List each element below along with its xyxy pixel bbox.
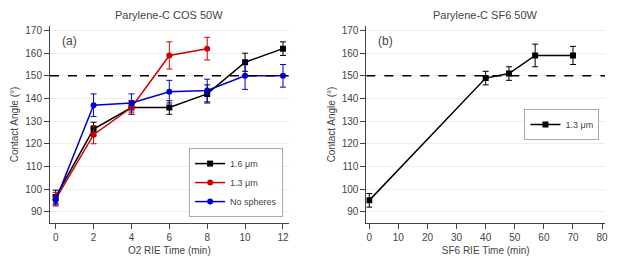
svg-text:30: 30 <box>451 232 463 243</box>
svg-text:100: 100 <box>25 184 42 195</box>
svg-text:4: 4 <box>129 232 135 243</box>
svg-text:100: 100 <box>342 184 359 195</box>
svg-text:Parylene-C COS 50W: Parylene-C COS 50W <box>115 9 223 21</box>
svg-text:80: 80 <box>597 232 609 243</box>
svg-text:1.3 μm: 1.3 μm <box>565 120 593 130</box>
svg-text:140: 140 <box>342 93 359 104</box>
svg-text:8: 8 <box>204 232 210 243</box>
svg-text:150: 150 <box>25 70 42 81</box>
svg-text:50: 50 <box>509 232 521 243</box>
svg-text:150: 150 <box>342 70 359 81</box>
svg-text:20: 20 <box>422 232 434 243</box>
svg-text:70: 70 <box>567 232 579 243</box>
svg-text:1.6 μm: 1.6 μm <box>230 159 258 169</box>
svg-text:(b): (b) <box>378 34 393 48</box>
svg-text:160: 160 <box>25 48 42 59</box>
svg-text:6: 6 <box>167 232 173 243</box>
svg-text:12: 12 <box>277 232 289 243</box>
svg-text:120: 120 <box>342 138 359 149</box>
svg-text:40: 40 <box>480 232 492 243</box>
svg-text:140: 140 <box>25 93 42 104</box>
svg-text:90: 90 <box>31 206 43 217</box>
svg-text:(a): (a) <box>62 34 77 48</box>
svg-text:170: 170 <box>25 25 42 36</box>
svg-text:110: 110 <box>342 161 358 172</box>
svg-text:10: 10 <box>240 232 252 243</box>
svg-text:120: 120 <box>25 138 42 149</box>
svg-text:SF6 RIE Time (min): SF6 RIE Time (min) <box>442 245 530 256</box>
svg-text:2: 2 <box>91 232 97 243</box>
svg-text:160: 160 <box>342 48 359 59</box>
svg-text:60: 60 <box>538 232 550 243</box>
svg-text:10: 10 <box>393 232 405 243</box>
svg-text:170: 170 <box>342 25 359 36</box>
svg-text:90: 90 <box>347 206 359 217</box>
svg-text:Parylene-C SF6 50W: Parylene-C SF6 50W <box>433 9 538 21</box>
svg-text:Contact Angle (°): Contact Angle (°) <box>9 87 20 163</box>
svg-text:130: 130 <box>25 116 42 127</box>
svg-text:110: 110 <box>26 161 42 172</box>
svg-text:O2 RIE Time (min): O2 RIE Time (min) <box>128 245 211 256</box>
svg-text:130: 130 <box>342 116 359 127</box>
svg-text:Contact Angle (°): Contact Angle (°) <box>326 87 337 163</box>
svg-text:No spheres: No spheres <box>230 197 277 207</box>
svg-text:0: 0 <box>53 232 59 243</box>
svg-text:1.3 μm: 1.3 μm <box>230 178 258 188</box>
svg-text:0: 0 <box>366 232 372 243</box>
